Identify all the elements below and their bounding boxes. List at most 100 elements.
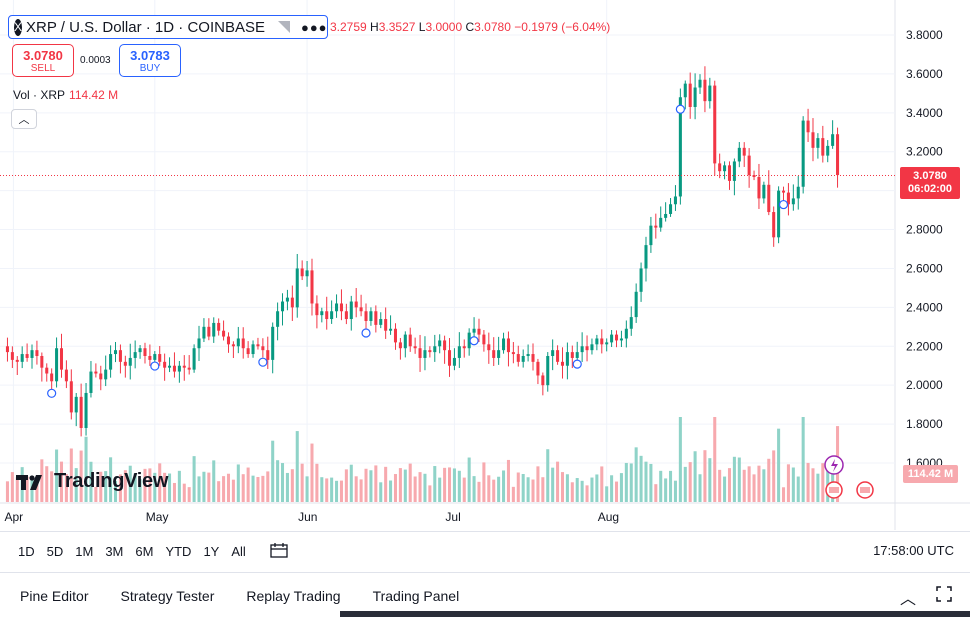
candle-body xyxy=(742,147,746,156)
volume-bar xyxy=(153,472,157,502)
open-value: 3.2759 xyxy=(330,20,367,34)
more-options-icon[interactable]: ●●● xyxy=(300,19,328,35)
tradingview-logo[interactable]: TradingView xyxy=(16,470,168,493)
timeframe-5d[interactable]: 5D xyxy=(46,543,64,559)
tab-replay-trading[interactable]: Replay Trading xyxy=(246,587,341,604)
timeframe-ytd[interactable]: YTD xyxy=(165,543,192,559)
candle-body xyxy=(241,338,245,349)
time-tick-label: Apr xyxy=(4,510,23,524)
collapse-legend-button[interactable]: ︿ xyxy=(11,109,37,129)
candle-body xyxy=(113,350,118,355)
candle-body xyxy=(212,322,216,337)
candle-body xyxy=(570,352,574,358)
timeframe-6m[interactable]: 6M xyxy=(135,543,154,559)
candle-body xyxy=(575,352,579,358)
candle-body xyxy=(624,328,628,339)
candle-body xyxy=(649,225,653,246)
utc-clock[interactable]: 17:58:00 UTC xyxy=(873,543,954,558)
chart-canvas[interactable]: 3.8000 3.6000 3.4000 3.2000 3.0000 2.8000 2.60… xyxy=(0,0,970,530)
volume-bar xyxy=(703,450,707,502)
candle-body xyxy=(217,322,221,331)
candle-body xyxy=(413,346,417,349)
chevron-up-icon[interactable]: ︿ xyxy=(900,591,917,608)
volume-legend[interactable]: Vol · XRP 114.42 M xyxy=(13,88,118,102)
volume-bar xyxy=(644,461,648,502)
timeframe-3m[interactable]: 3M xyxy=(105,543,124,559)
volume-bar xyxy=(104,471,108,502)
candle-body xyxy=(487,344,491,351)
candle-body xyxy=(826,145,830,156)
candle-body xyxy=(595,338,599,345)
scrollbar[interactable] xyxy=(340,611,970,617)
low-value: 3.0000 xyxy=(425,20,463,34)
maximize-icon[interactable] xyxy=(935,585,953,603)
candle-body xyxy=(339,303,343,312)
candle-body xyxy=(580,346,584,353)
candle-body xyxy=(428,350,432,353)
tab-strategy-tester[interactable]: Strategy Tester xyxy=(120,587,215,604)
volume-bar xyxy=(187,487,191,502)
buy-button[interactable]: 3.0783 BUY xyxy=(119,44,181,77)
candle-body xyxy=(639,268,643,292)
timeframe-1m[interactable]: 1M xyxy=(75,543,94,559)
candle-body xyxy=(118,350,122,362)
volume-bar xyxy=(369,470,373,502)
price-tick-label: 3.4000 xyxy=(906,106,943,120)
volume-bar xyxy=(595,474,599,502)
volume-bar xyxy=(177,470,181,502)
volume-bar xyxy=(285,472,289,502)
volume-bar xyxy=(354,476,358,502)
candle-body xyxy=(659,217,663,228)
time-tick-label: May xyxy=(146,510,169,524)
high-label: H xyxy=(370,20,379,34)
candle-body xyxy=(403,334,407,349)
volume-bar xyxy=(639,455,643,502)
event-marker-icon xyxy=(361,328,371,338)
volume-bar xyxy=(280,463,285,502)
chart-area[interactable]: 3.8000 3.6000 3.4000 3.2000 3.0000 2.8000 2.60… xyxy=(0,0,970,530)
candle-body xyxy=(723,165,727,172)
buy-label: BUY xyxy=(139,62,161,74)
volume-bar xyxy=(521,474,525,502)
candle-body xyxy=(256,344,260,347)
volume-bar xyxy=(389,480,393,502)
flag-icon[interactable] xyxy=(277,20,291,34)
candle-body xyxy=(246,348,250,355)
volume-bar xyxy=(5,481,9,502)
tab-pine-editor[interactable]: Pine Editor xyxy=(20,587,89,604)
volume-bar xyxy=(418,472,422,502)
price-tick-label: 2.0000 xyxy=(906,378,943,392)
timeframe-1y[interactable]: 1Y xyxy=(203,543,220,559)
timeframe-all[interactable]: All xyxy=(231,543,246,559)
tab-trading-panel[interactable]: Trading Panel xyxy=(372,587,460,604)
timeframe-1d[interactable]: 1D xyxy=(18,543,35,559)
candle-body xyxy=(398,342,402,349)
symbol-selector[interactable]: X XRP / U.S. Dollar · 1D · COINBASE ●●● xyxy=(8,15,328,39)
close-label: C xyxy=(465,20,475,34)
volume-bar xyxy=(629,463,633,502)
lightning-glyph xyxy=(831,459,838,472)
date-range-icon[interactable] xyxy=(268,542,290,560)
candle-body xyxy=(590,344,594,351)
volume-bar xyxy=(35,480,39,502)
volume-bar xyxy=(777,428,781,502)
candle-body xyxy=(271,326,275,360)
time-axis: Apr May Jun Jul Aug xyxy=(4,510,619,524)
candle-body xyxy=(492,350,496,358)
sell-button[interactable]: 3.0780 SELL xyxy=(12,44,74,77)
volume-bar xyxy=(624,462,628,502)
volume-bar xyxy=(89,461,93,502)
candle-body xyxy=(393,328,398,343)
volume-bar xyxy=(506,459,510,502)
volume-bar xyxy=(811,468,815,502)
volume-bar xyxy=(806,462,810,502)
candle-body xyxy=(502,338,506,351)
candle-body xyxy=(35,350,39,356)
tradingview-logo-text: TradingView xyxy=(54,470,169,492)
volume-bar xyxy=(826,462,830,502)
candle-body xyxy=(30,350,34,358)
volume-bar xyxy=(59,461,64,502)
sell-price: 3.0780 xyxy=(23,47,63,63)
candle-body xyxy=(330,311,334,320)
volume-bar xyxy=(727,468,732,502)
